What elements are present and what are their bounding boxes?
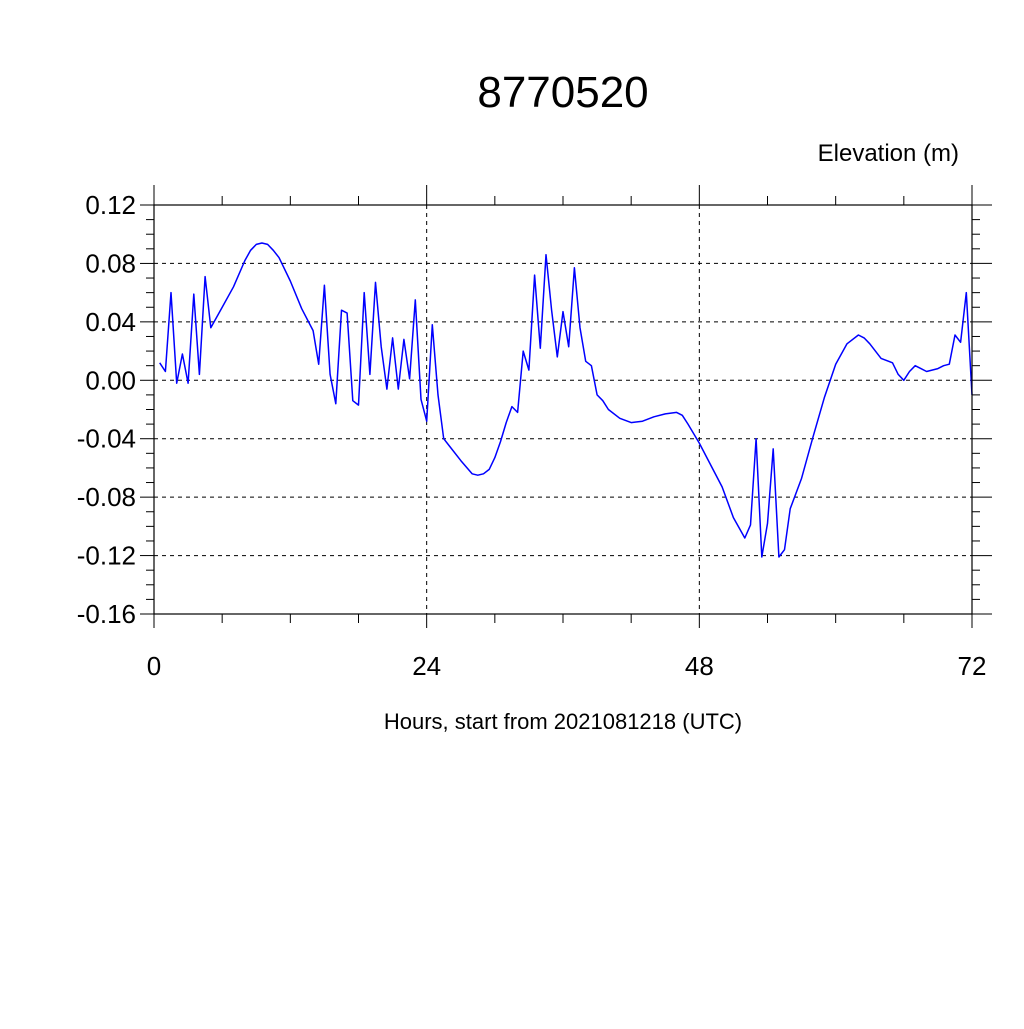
y-tick-label: -0.16 [77, 599, 136, 629]
axis-ticks [140, 185, 992, 628]
chart-title: 8770520 [477, 68, 648, 117]
y-tick-label: 0.00 [85, 365, 136, 395]
y-tick-label: -0.04 [77, 424, 136, 454]
y-tick-label: 0.04 [85, 307, 136, 337]
x-tick-label: 72 [958, 651, 987, 681]
x-axis-label: Hours, start from 2021081218 (UTC) [384, 709, 742, 734]
series-line [159, 242, 973, 558]
x-tick-label: 24 [412, 651, 441, 681]
y-tick-label: -0.12 [77, 541, 136, 571]
grid-lines [154, 205, 972, 614]
y-tick-label: -0.08 [77, 482, 136, 512]
y-tick-label: 0.12 [85, 190, 136, 220]
y-tick-label: 0.08 [85, 248, 136, 278]
x-tick-label: 0 [147, 651, 161, 681]
y-axis-label: Elevation (m) [818, 140, 959, 167]
x-tick-label: 48 [685, 651, 714, 681]
tick-labels: 0 24 48 72 -0.16 -0.12 -0.08 -0.04 0.00 0.04 0.08 0… [77, 190, 987, 681]
series-layer [159, 242, 973, 558]
